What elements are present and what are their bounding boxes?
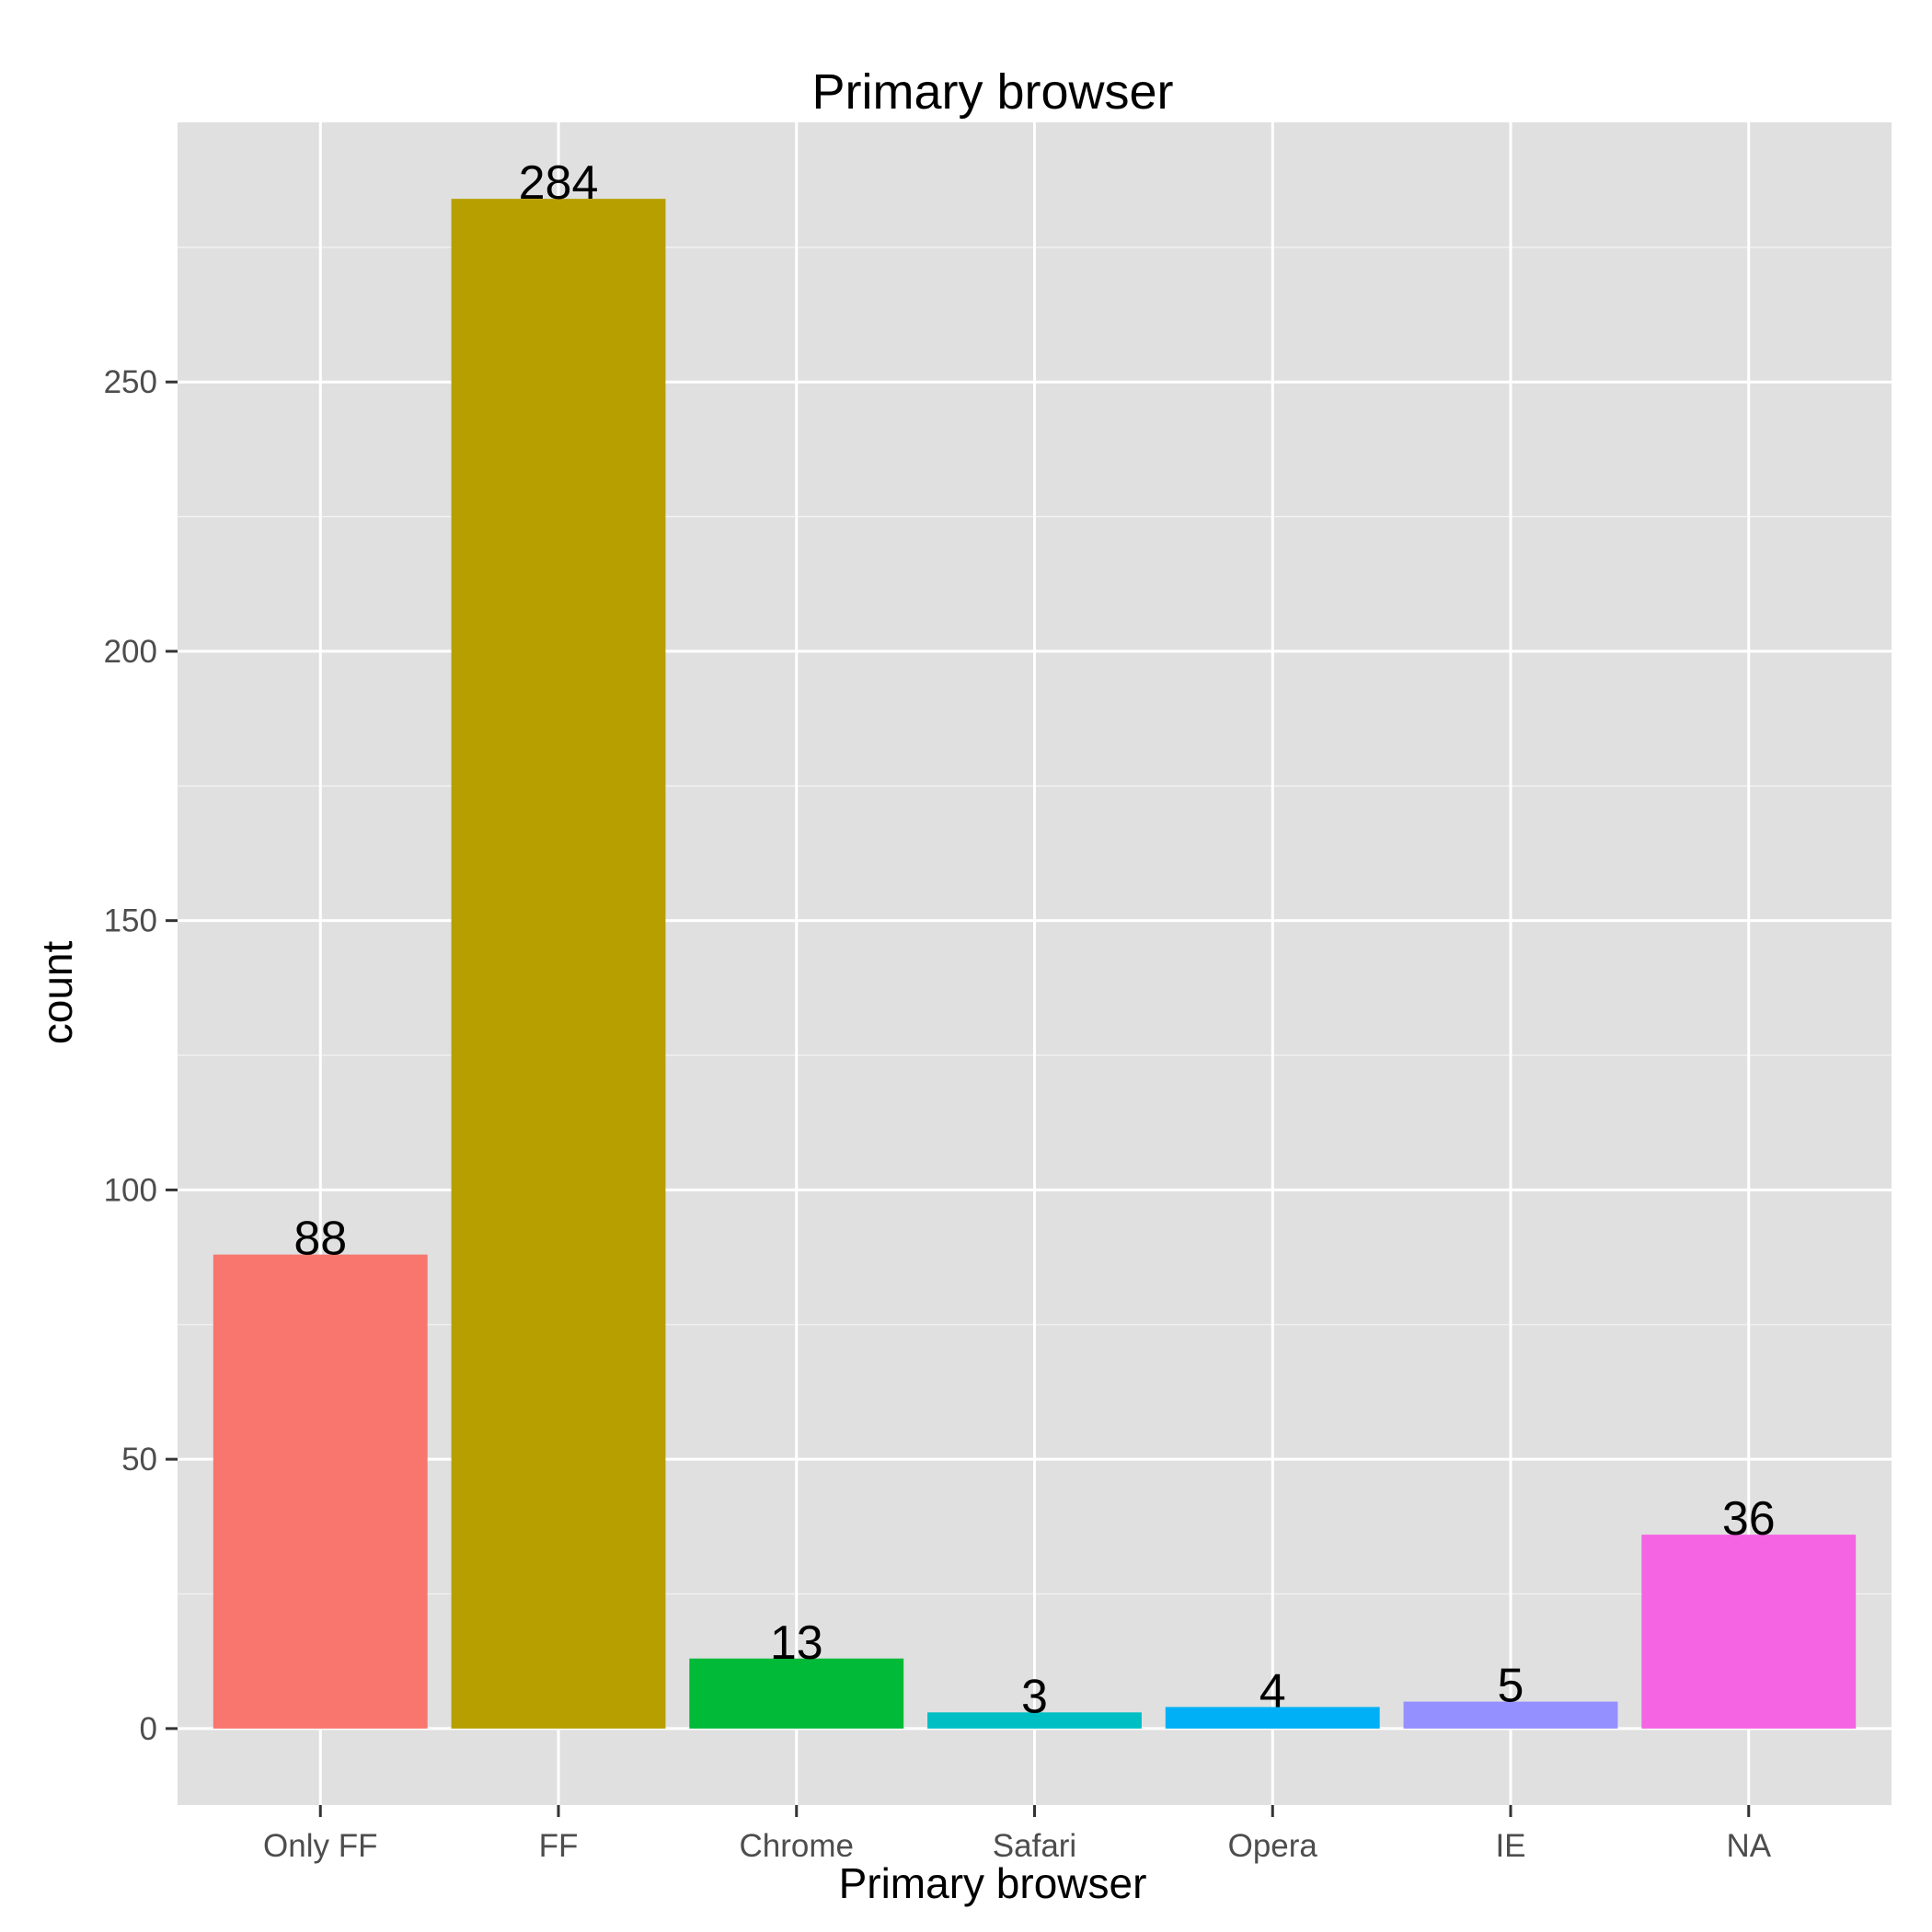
y-tick-label: 150 [104, 903, 157, 939]
bars [213, 199, 1857, 1729]
y-tick-label: 200 [104, 634, 157, 670]
data-label: 88 [293, 1213, 347, 1266]
x-tick-label: Only FF [263, 1828, 377, 1864]
y-axis-title: count [33, 941, 81, 1045]
y-axis: 0 50 100 150 200 250 [104, 364, 178, 1747]
x-tick-label: IE [1495, 1828, 1525, 1864]
bar [1403, 1701, 1618, 1729]
data-label: 4 [1259, 1664, 1286, 1718]
y-tick-label: 0 [140, 1711, 157, 1747]
bar [451, 199, 666, 1729]
x-axis-title: Primary browser [839, 1859, 1147, 1907]
data-label: 5 [1498, 1660, 1524, 1713]
x-tick-label: FF [539, 1828, 579, 1864]
x-axis: Only FF FF Chrome Safari Opera IE NA [263, 1805, 1772, 1864]
chart-title: Primary browser [811, 64, 1173, 120]
x-tick-label: Chrome [740, 1828, 854, 1864]
major-gridlines [178, 122, 1892, 1805]
data-label: 13 [770, 1616, 823, 1670]
x-tick-label: Safari [993, 1828, 1076, 1864]
y-tick-label: 100 [104, 1172, 157, 1208]
x-tick-label: NA [1726, 1828, 1771, 1864]
data-label: 3 [1021, 1670, 1048, 1723]
bar [689, 1658, 904, 1729]
data-labels: 88 284 13 3 4 5 36 [293, 156, 1775, 1723]
y-tick-label: 50 [121, 1442, 157, 1478]
bar [213, 1254, 428, 1729]
y-tick-label: 250 [104, 364, 157, 400]
bar [927, 1712, 1142, 1729]
data-label: 284 [519, 156, 599, 210]
bar [1641, 1535, 1857, 1729]
x-tick-label: Opera [1228, 1828, 1318, 1864]
data-label: 36 [1722, 1492, 1776, 1546]
bar [1165, 1707, 1380, 1729]
